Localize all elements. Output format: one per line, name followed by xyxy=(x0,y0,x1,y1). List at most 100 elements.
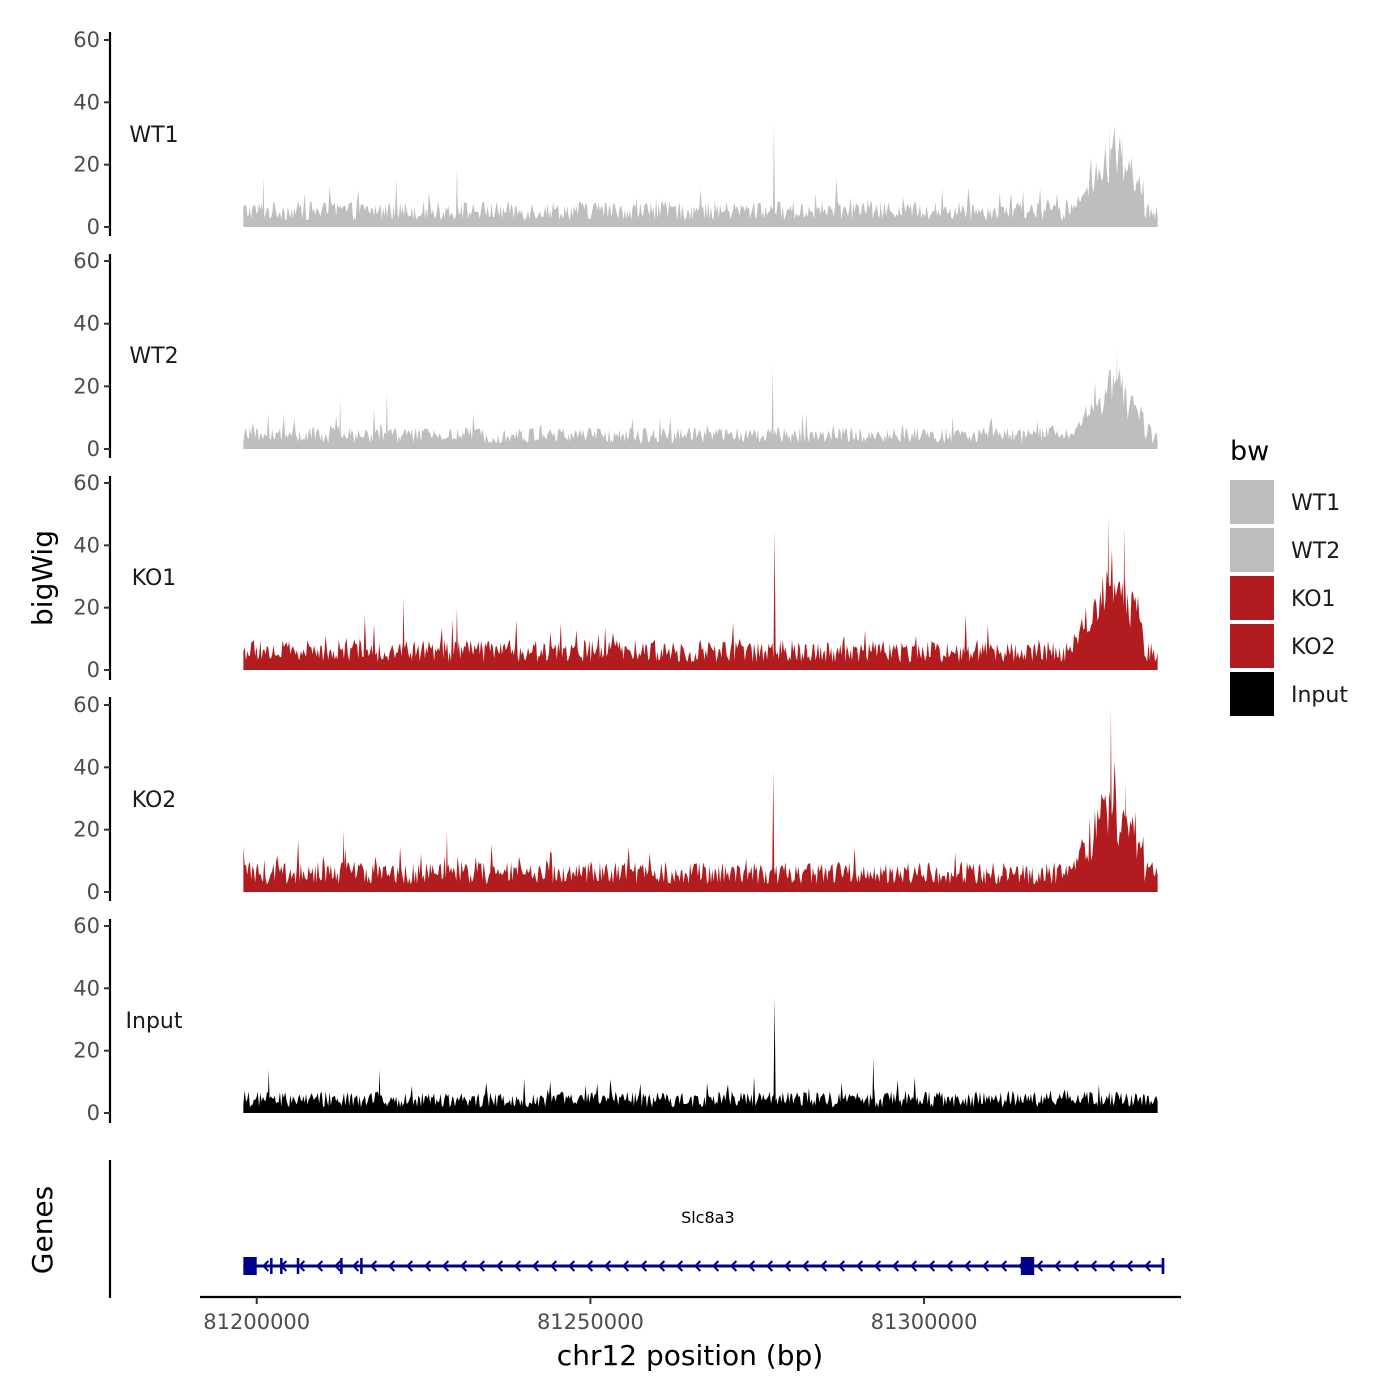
strand-arrow xyxy=(639,1260,648,1272)
coverage-spike xyxy=(1107,517,1110,670)
track-label: WT1 xyxy=(129,123,178,148)
y-tick-label: 60 xyxy=(73,249,100,273)
strand-arrow xyxy=(387,1260,396,1272)
coverage-spike xyxy=(872,1056,875,1113)
legend: bw WT1 WT2 KO1 KO2 Input xyxy=(1230,436,1348,716)
legend-swatch xyxy=(1230,480,1274,524)
strand-arrow xyxy=(297,1260,306,1272)
legend-label: KO2 xyxy=(1291,635,1336,660)
coverage-spike xyxy=(338,398,342,449)
coverage-area xyxy=(243,549,1158,670)
strand-arrow xyxy=(801,1260,810,1272)
strand-arrow xyxy=(747,1260,756,1272)
legend-label: WT2 xyxy=(1291,539,1340,564)
strand-arrow xyxy=(459,1260,468,1272)
track-input: 0 20 40 60 Input xyxy=(73,914,1158,1125)
strand-arrow xyxy=(261,1260,270,1272)
strand-arrow xyxy=(963,1260,972,1272)
gene-exon xyxy=(360,1258,363,1274)
strand-arrow xyxy=(909,1260,918,1272)
y-tick-label: 20 xyxy=(73,596,100,620)
strand-arrow xyxy=(549,1260,558,1272)
coverage-area xyxy=(243,1076,1158,1113)
gene-exon xyxy=(1020,1257,1035,1275)
x-tick-label: 81200000 xyxy=(203,1310,310,1334)
y-tick-label: 0 xyxy=(87,658,100,682)
strand-arrow xyxy=(333,1260,342,1272)
strand-arrow xyxy=(1125,1260,1134,1272)
strand-arrow xyxy=(783,1260,792,1272)
y-tick-label: 40 xyxy=(73,533,100,557)
gene-exon xyxy=(340,1258,343,1274)
strand-arrow xyxy=(981,1260,990,1272)
y-tick-label: 20 xyxy=(73,1039,100,1063)
strand-arrow xyxy=(585,1260,594,1272)
gene-exon xyxy=(270,1258,273,1274)
coverage-spike xyxy=(342,829,345,892)
strand-arrow xyxy=(657,1260,666,1272)
strand-arrow xyxy=(567,1260,576,1272)
strand-arrow xyxy=(513,1260,522,1272)
track-ko2: 0 20 40 60 KO2 xyxy=(73,693,1158,904)
y-tick-label: 20 xyxy=(73,818,100,842)
strand-arrow xyxy=(621,1260,630,1272)
legend-swatch xyxy=(1230,624,1274,668)
legend-title: bw xyxy=(1230,436,1269,467)
strand-arrow xyxy=(837,1260,846,1272)
gene-name-label: Slc8a3 xyxy=(681,1208,735,1227)
y-tick-label: 0 xyxy=(87,880,100,904)
strand-arrow xyxy=(603,1260,612,1272)
strand-arrow xyxy=(1053,1260,1062,1272)
y-tick-label: 60 xyxy=(73,693,100,717)
coverage-spike xyxy=(1115,348,1119,449)
strand-arrow xyxy=(729,1260,738,1272)
coverage-tracks: 0 20 40 60 WT1 0 20 40 60 WT2 0 20 40 60 KO1 0 20 40 60 KO2… xyxy=(73,28,1158,1125)
coverage-spike xyxy=(773,529,776,670)
strand-arrow xyxy=(477,1260,486,1272)
legend-swatch xyxy=(1230,672,1274,716)
legend-label: KO1 xyxy=(1291,587,1336,612)
track-label: WT2 xyxy=(129,344,178,369)
legend-swatch xyxy=(1230,528,1274,572)
strand-arrow xyxy=(711,1260,720,1272)
strand-arrow xyxy=(1089,1260,1098,1272)
track-label: KO2 xyxy=(132,788,177,813)
strand-arrow xyxy=(315,1260,324,1272)
track-label: Input xyxy=(126,1009,183,1034)
y-tick-label: 60 xyxy=(73,28,100,52)
x-axis-title: chr12 position (bp) xyxy=(557,1339,823,1372)
y-tick-label: 40 xyxy=(73,976,100,1000)
x-tick-label: 81300000 xyxy=(871,1310,978,1334)
y-tick-label: 0 xyxy=(87,437,100,461)
coverage-spike xyxy=(1123,526,1126,670)
strand-arrow xyxy=(765,1260,774,1272)
strand-arrow xyxy=(441,1260,450,1272)
coverage-spike xyxy=(402,598,405,670)
coverage-spike xyxy=(267,1069,270,1113)
coverage-spike xyxy=(455,167,459,227)
strand-arrow xyxy=(819,1260,828,1272)
coverage-spike xyxy=(1124,782,1127,892)
track-wt1: 0 20 40 60 WT1 xyxy=(73,28,1158,239)
x-tick-label: 81250000 xyxy=(537,1310,644,1334)
strand-arrow xyxy=(891,1260,900,1272)
legend-label: Input xyxy=(1291,683,1348,708)
y-tick-label: 0 xyxy=(87,215,100,239)
coverage-spike xyxy=(445,832,449,892)
y-tick-label: 40 xyxy=(73,312,100,336)
y-tick-label: 60 xyxy=(73,914,100,938)
genes-track-title: Genes xyxy=(26,1186,59,1274)
strand-arrow xyxy=(999,1260,1008,1272)
strand-arrow xyxy=(351,1260,360,1272)
y-tick-label: 20 xyxy=(73,153,100,177)
coverage-spike xyxy=(1108,127,1111,227)
strand-arrow xyxy=(945,1260,954,1272)
track-ko1: 0 20 40 60 KO1 xyxy=(73,471,1158,682)
strand-arrow xyxy=(873,1260,882,1272)
strand-arrow xyxy=(927,1260,936,1272)
y-tick-label: 20 xyxy=(73,374,100,398)
strand-arrow xyxy=(423,1260,432,1272)
coverage-spike xyxy=(772,770,775,892)
coverage-spike xyxy=(772,127,776,227)
